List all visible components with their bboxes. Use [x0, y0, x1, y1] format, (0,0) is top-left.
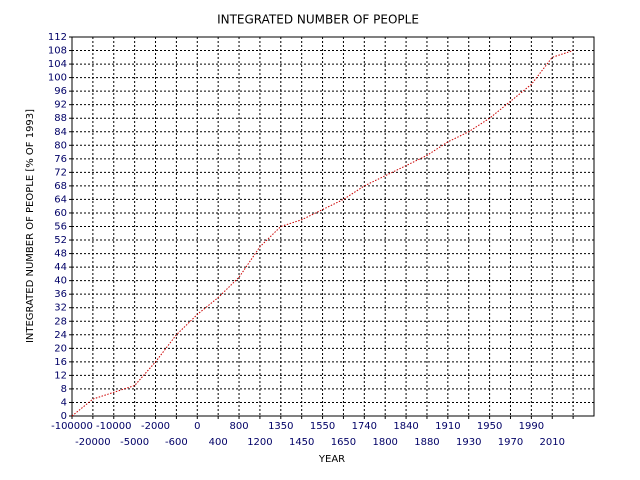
- y-tick-label: 88: [54, 113, 67, 124]
- y-tick-label: 104: [48, 59, 67, 70]
- data-line: [71, 50, 574, 417]
- y-tick-label: 64: [54, 194, 67, 205]
- x-axis-label: YEAR: [318, 454, 345, 465]
- y-tick-label: 44: [54, 262, 67, 273]
- x-tick-label: 1800: [372, 437, 397, 448]
- x-tick-label: -10000: [96, 421, 131, 432]
- x-tick-label: 1350: [268, 421, 293, 432]
- x-tick-label: 400: [209, 437, 228, 448]
- y-tick-label: 108: [48, 46, 67, 57]
- y-tick-label: 12: [54, 370, 67, 381]
- x-tick-label: 1880: [414, 437, 439, 448]
- y-tick-label: 56: [54, 222, 67, 233]
- y-tick-label: 96: [54, 86, 67, 97]
- x-tick-label: 0: [194, 421, 200, 432]
- y-tick-label: 60: [54, 208, 67, 219]
- y-tick-label: 32: [54, 303, 67, 314]
- y-tick-label: 76: [54, 154, 67, 165]
- x-tick-label: 1740: [352, 421, 377, 432]
- y-tick-label: 16: [54, 357, 67, 368]
- y-tick-label: 112: [48, 32, 67, 43]
- x-tick-label: 1990: [519, 421, 544, 432]
- x-tick-label: -600: [165, 437, 188, 448]
- x-tick-label: 1450: [289, 437, 314, 448]
- y-tick-label: 92: [54, 100, 67, 111]
- x-tick-label: -2000: [141, 421, 170, 432]
- y-tick-label: 68: [54, 181, 67, 192]
- x-tick-label: -100000: [51, 421, 93, 432]
- x-tick-label: 1970: [498, 437, 523, 448]
- x-tick-label: 1930: [456, 437, 481, 448]
- y-tick-label: 52: [54, 235, 67, 246]
- x-tick-label: -5000: [120, 437, 149, 448]
- x-tick-label: -20000: [75, 437, 110, 448]
- y-tick-label: 28: [54, 316, 67, 327]
- y-tick-label: 36: [54, 289, 67, 300]
- y-tick-label: 20: [54, 343, 67, 354]
- x-tick-label: 1840: [393, 421, 418, 432]
- y-tick-label: 40: [54, 276, 67, 287]
- y-tick-label: 80: [54, 140, 67, 151]
- y-tick-label: 8: [61, 384, 67, 395]
- y-tick-label: 84: [54, 127, 67, 138]
- x-tick-label: 2010: [540, 437, 565, 448]
- chart-title: INTEGRATED NUMBER OF PEOPLE: [217, 13, 419, 27]
- x-tick-label: 800: [229, 421, 248, 432]
- x-tick-label: 1910: [435, 421, 460, 432]
- y-tick-label: 4: [61, 397, 67, 408]
- y-axis-label: INTEGRATED NUMBER OF PEOPLE [% OF 1993]: [25, 109, 36, 343]
- x-tick-label: 1650: [331, 437, 356, 448]
- y-tick-label: 0: [61, 411, 67, 422]
- y-tick-label: 24: [54, 330, 67, 341]
- y-tick-label: 48: [54, 249, 67, 260]
- y-tick-label: 72: [54, 167, 67, 178]
- x-tick-label: 1200: [247, 437, 272, 448]
- x-tick-label: 1950: [477, 421, 502, 432]
- y-tick-label: 100: [48, 73, 67, 84]
- x-tick-label: 1550: [310, 421, 335, 432]
